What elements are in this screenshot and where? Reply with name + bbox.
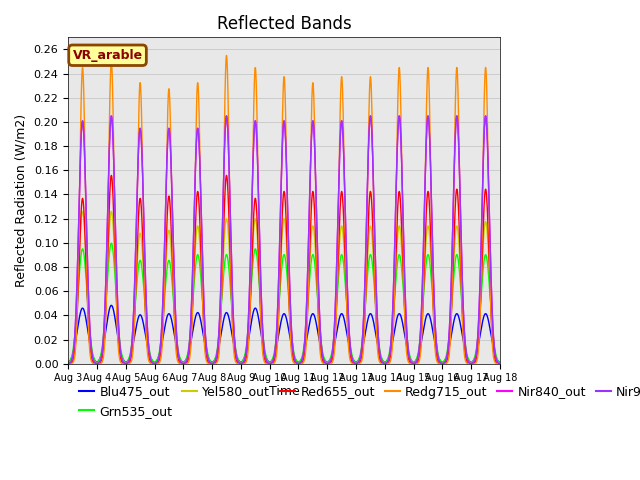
Yel580_out xyxy=(140,265,147,271)
Red655_out xyxy=(140,249,147,254)
Blu475_out xyxy=(64,360,72,365)
Redg715_out xyxy=(488,331,495,337)
Nir840_out xyxy=(442,359,449,365)
Red655_out xyxy=(488,323,495,329)
Text: VR_arable: VR_arable xyxy=(72,49,143,62)
Grn535_out xyxy=(122,360,129,366)
Line: Nir945_out: Nir945_out xyxy=(68,116,500,363)
Redg715_out xyxy=(150,361,158,367)
Grn535_out xyxy=(442,356,449,362)
Blu475_out xyxy=(442,357,449,362)
Redg715_out xyxy=(442,361,449,367)
Nir945_out xyxy=(496,360,504,366)
Line: Blu475_out: Blu475_out xyxy=(68,305,500,363)
Nir945_out xyxy=(122,360,129,366)
Nir945_out xyxy=(442,359,449,365)
Yel580_out xyxy=(64,360,72,366)
Nir945_out xyxy=(249,173,257,179)
Blu475_out xyxy=(108,302,115,308)
Nir840_out xyxy=(482,113,490,119)
Yel580_out xyxy=(496,360,504,366)
Yel580_out xyxy=(114,314,122,320)
Nir840_out xyxy=(496,360,504,366)
Blu475_out xyxy=(249,312,257,317)
Red655_out xyxy=(230,342,237,348)
Redg715_out xyxy=(223,53,230,59)
Nir840_out xyxy=(249,173,257,179)
Nir945_out xyxy=(230,326,237,332)
Line: Red655_out: Red655_out xyxy=(68,175,500,364)
Grn535_out xyxy=(108,240,115,246)
Redg715_out xyxy=(113,328,121,334)
Red655_out xyxy=(64,361,72,367)
Line: Grn535_out: Grn535_out xyxy=(68,243,500,363)
Redg715_out xyxy=(249,159,257,165)
Line: Yel580_out: Yel580_out xyxy=(68,211,500,363)
Nir945_out xyxy=(482,113,490,119)
Nir840_out xyxy=(64,360,72,366)
Red655_out xyxy=(442,360,449,366)
Line: Redg715_out: Redg715_out xyxy=(68,56,500,364)
Grn535_out xyxy=(114,312,122,318)
Legend: Blu475_out, Grn535_out, Yel580_out, Red655_out, Redg715_out, Nir840_out, Nir945_: Blu475_out, Grn535_out, Yel580_out, Red6… xyxy=(74,381,640,423)
Redg715_out xyxy=(64,361,72,367)
Yel580_out xyxy=(442,359,449,364)
Grn535_out xyxy=(496,360,504,366)
Grn535_out xyxy=(488,317,495,323)
Red655_out xyxy=(108,172,115,178)
Grn535_out xyxy=(64,360,72,366)
Nir840_out xyxy=(140,192,147,198)
Redg715_out xyxy=(496,361,504,367)
Blu475_out xyxy=(496,360,504,366)
Nir945_out xyxy=(64,360,72,366)
Yel580_out xyxy=(79,208,86,214)
Red655_out xyxy=(496,361,504,367)
Nir840_out xyxy=(113,294,121,300)
Grn535_out xyxy=(249,262,257,268)
Yel580_out xyxy=(122,360,129,366)
Nir945_out xyxy=(113,294,121,300)
Nir945_out xyxy=(488,298,495,303)
Grn535_out xyxy=(230,332,238,338)
X-axis label: Time: Time xyxy=(269,385,300,398)
Nir840_out xyxy=(122,360,129,366)
Y-axis label: Reflected Radiation (W/m2): Reflected Radiation (W/m2) xyxy=(15,114,28,287)
Nir840_out xyxy=(488,298,495,303)
Red655_out xyxy=(114,324,122,329)
Blu475_out xyxy=(140,320,147,326)
Grn535_out xyxy=(140,279,147,285)
Redg715_out xyxy=(230,351,238,357)
Nir840_out xyxy=(230,326,237,332)
Yel580_out xyxy=(249,242,257,248)
Blu475_out xyxy=(488,336,495,342)
Blu475_out xyxy=(114,332,122,338)
Redg715_out xyxy=(139,192,147,198)
Red655_out xyxy=(249,238,257,244)
Blu475_out xyxy=(122,360,129,366)
Title: Reflected Bands: Reflected Bands xyxy=(217,15,351,33)
Yel580_out xyxy=(488,317,495,323)
Line: Nir840_out: Nir840_out xyxy=(68,116,500,363)
Yel580_out xyxy=(230,336,238,341)
Blu475_out xyxy=(230,343,238,349)
Nir945_out xyxy=(140,192,147,198)
